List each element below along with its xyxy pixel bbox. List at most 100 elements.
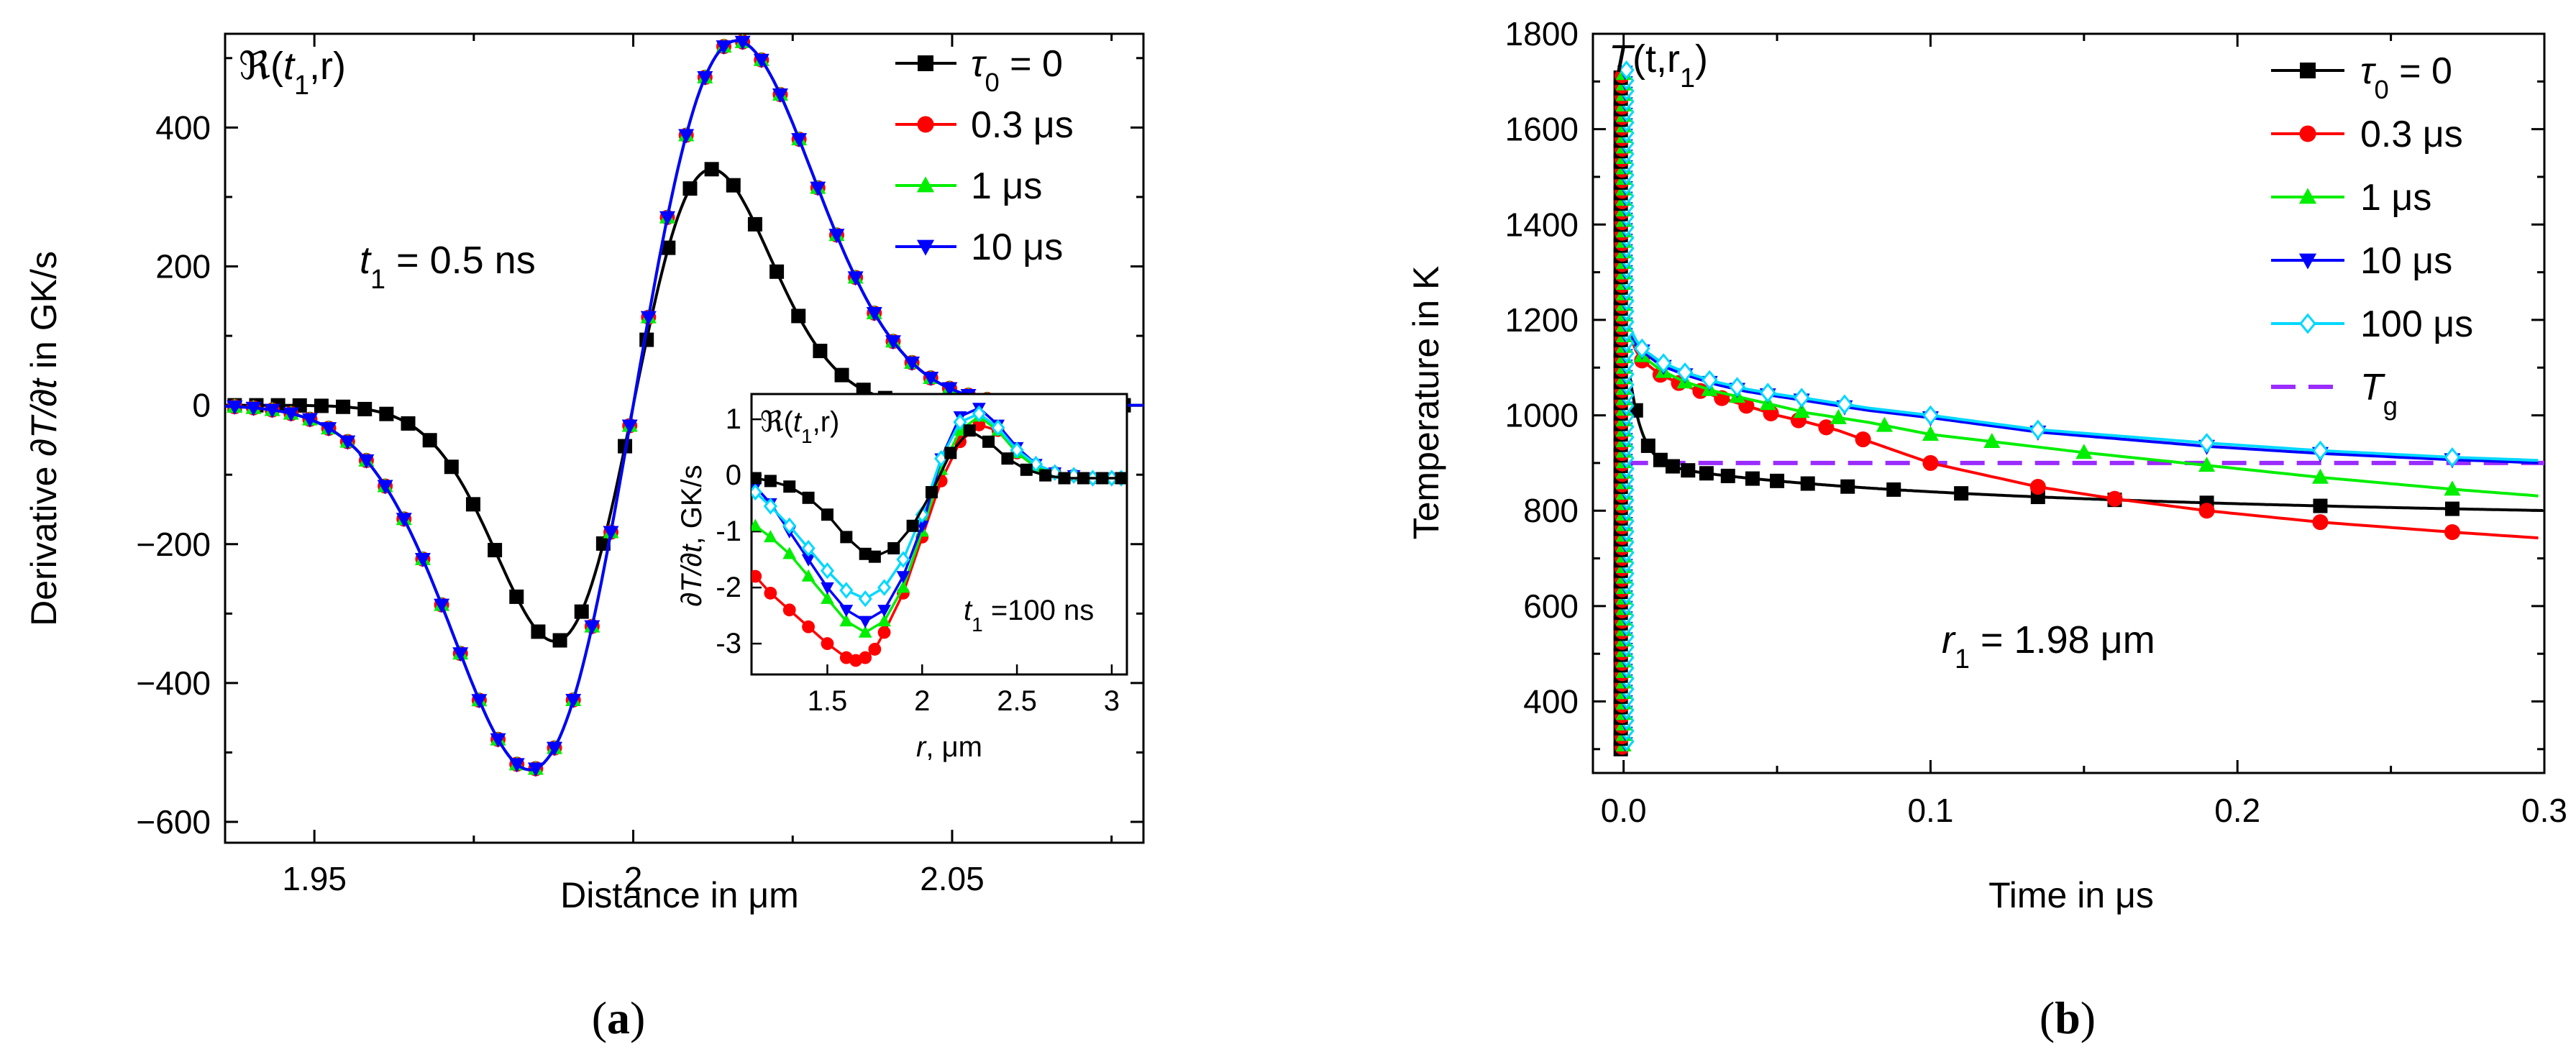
inset-data-point-4 [858, 590, 872, 608]
x-axis-label-b-part-0: Time in [1988, 875, 2115, 915]
corner-label-b-part-1: (t,r [1632, 37, 1680, 81]
data-point-b-4 [1655, 353, 1672, 374]
data-point-a-0 [574, 604, 589, 619]
data-point-b-0 [1681, 463, 1696, 478]
data-point-b-2 [1830, 408, 1847, 424]
data-point-b-2 [1983, 432, 2001, 448]
data-point-a-3 [452, 647, 469, 662]
inset-data-point-0 [840, 531, 853, 544]
inset-data-point-3 [801, 554, 816, 567]
legend-label-b-4-part-0: 100 μs [2360, 303, 2473, 345]
axes-frame [224, 32, 1145, 844]
data-point-a-3 [301, 413, 318, 428]
x-tick-label: 0.0 [1601, 792, 1647, 829]
x-tick-label: 2.05 [920, 860, 985, 897]
legend-label-a-0-part-2: = 0 [1000, 43, 1063, 85]
series-line-b-4 [1622, 314, 2539, 462]
inset-y-tick-label: -2 [716, 572, 741, 603]
inset-data-point-2 [896, 580, 910, 593]
inset-x-tick-label: 2.5 [997, 685, 1037, 717]
y-tick-label: 1800 [1505, 15, 1579, 52]
inset-data-point-0 [1058, 472, 1071, 485]
legend-label-a-0: τ0 = 0 [971, 43, 1063, 97]
data-point-b-4 [1793, 388, 1810, 408]
inset-data-point-4 [839, 582, 854, 599]
x-tick-label: 0.2 [2214, 792, 2260, 829]
inset-data-point-0 [1096, 472, 1109, 485]
annotation-b-part-1: 1 [1955, 644, 1970, 674]
data-point-a-3 [659, 211, 675, 226]
y-tick-label: 1200 [1505, 301, 1579, 339]
data-point-a-3 [434, 598, 450, 613]
series-line-b-3 [1622, 319, 2539, 465]
data-point-b-2 [2444, 480, 2461, 496]
data-point-b-4 [1633, 338, 1650, 359]
data-point-b-4 [2444, 447, 2461, 467]
data-point-b-0 [1800, 476, 1815, 491]
inset-data-point-1 [764, 586, 777, 600]
data-point-a-3 [603, 526, 619, 541]
data-point-a-3 [547, 741, 563, 756]
data-point-a-0 [357, 401, 373, 416]
inset-data-point-0 [821, 508, 833, 521]
inset-data-point-0 [783, 480, 796, 493]
inset-data-point-4 [782, 517, 797, 535]
x-axis-label-part-1: μm [748, 875, 798, 915]
data-point-b-1 [2444, 524, 2460, 541]
inset-data-point-4 [763, 498, 777, 515]
data-point-b-4 [1676, 362, 1694, 383]
legend-label-b-0-part-0: τ [2360, 50, 2377, 92]
inset-data-point-0 [1001, 452, 1014, 465]
inset-corner-label-part-1: t [793, 406, 803, 438]
legend-label-a-3: 10 μs [971, 226, 1063, 268]
y-axis-label-part-2: in GK/s [24, 251, 64, 379]
inset-corner-label: ℜ(t1,r) [760, 406, 839, 447]
inset-x-axis-label-part-1: , μm [926, 731, 982, 763]
inset-data-point-0 [887, 542, 900, 554]
legend-label-b-0-part-1: 0 [2374, 75, 2388, 104]
legend-label-b-2-part-0: 1 μs [2360, 177, 2431, 219]
legend-label-b-5-part-0: T [2360, 367, 2385, 408]
data-point-a-3 [264, 403, 280, 418]
data-point-b-2 [1793, 403, 1810, 418]
data-point-a-3 [565, 693, 582, 708]
data-point-a-0 [791, 308, 806, 324]
data-point-b-2 [1922, 426, 1940, 441]
inset-data-point-1 [859, 651, 872, 664]
legend-marker-b-2 [2298, 188, 2317, 204]
data-point-b-2 [2075, 444, 2093, 459]
legend-label-b-1-part-0: 0.3 μs [2360, 114, 2463, 155]
inset-data-point-0 [925, 486, 938, 498]
data-point-b-2 [2198, 457, 2216, 472]
inset-data-point-4 [877, 579, 892, 596]
data-point-a-0 [747, 216, 762, 232]
inset-data-point-2 [752, 518, 762, 531]
data-point-b-0 [1699, 466, 1714, 481]
data-point-a-3 [471, 694, 488, 709]
inset-data-point-3 [877, 605, 891, 618]
data-point-a-3 [716, 40, 732, 55]
inset-data-point-2 [782, 546, 797, 559]
data-point-a-3 [772, 88, 788, 103]
plot-area-b [1613, 60, 2544, 756]
inset-data-point-2 [858, 625, 872, 638]
corner-label-a-part-1: t [283, 45, 296, 88]
data-point-b-0 [1954, 486, 1969, 501]
caption-b: (b) [2040, 992, 2096, 1043]
data-point-a-3 [377, 480, 393, 495]
legend-label-b-1: 0.3 μs [2360, 114, 2463, 155]
y-tick-label: 1000 [1505, 397, 1579, 434]
inset-corner-label-part-0: ℜ( [760, 406, 794, 438]
legend-marker-b-1 [2299, 125, 2316, 142]
inset-data-point-3 [858, 616, 872, 628]
inset-annotation-part-0: t [964, 595, 973, 626]
inset-y-tick-label: 1 [726, 403, 741, 435]
data-point-a-3 [885, 335, 901, 350]
panel-b: 400 600 800 1000 1200 1400 1600 1800 0.0 0.1 0.2 0.… [1406, 15, 2567, 915]
y-tick-label: 800 [1523, 492, 1579, 529]
data-point-b-0 [1840, 479, 1855, 494]
legend-marker-a-1 [917, 116, 934, 133]
annotation-b-part-2: = 1.98 μm [1970, 618, 2155, 662]
data-point-b-2 [1876, 416, 1893, 432]
